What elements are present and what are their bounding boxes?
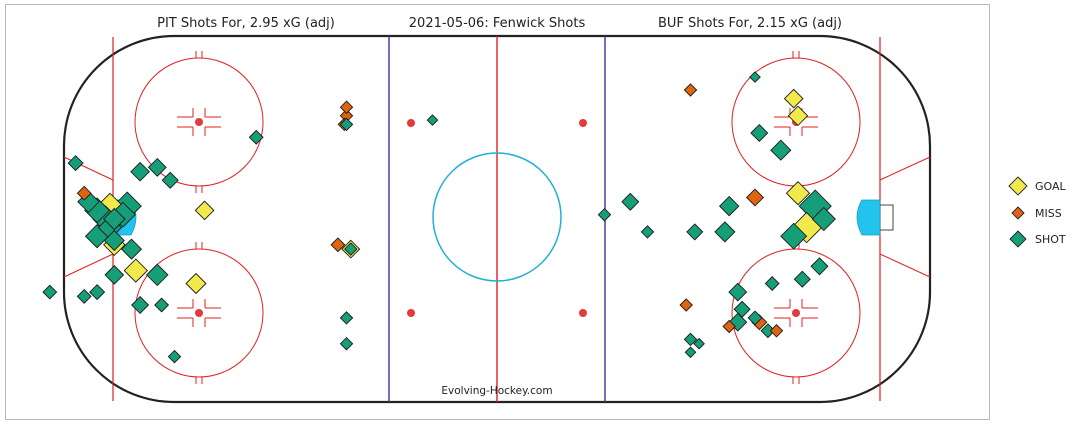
- shot-marker: [693, 337, 705, 350]
- miss-marker: [330, 237, 346, 253]
- right-bottom-faceoff-dot: [792, 309, 800, 317]
- miss-marker: [745, 188, 765, 207]
- shot-marker: [154, 297, 170, 313]
- neutral-faceoff-dot: [579, 309, 587, 317]
- shot-marker: [248, 129, 264, 145]
- right-crease: [856, 199, 881, 236]
- shot-marker: [714, 221, 736, 243]
- shot-marker: [764, 276, 780, 291]
- goal-marker: [185, 272, 207, 295]
- shot-marker: [103, 207, 126, 231]
- shot-marker: [339, 117, 354, 132]
- goal-marker: [785, 181, 811, 206]
- shot-marker: [131, 295, 150, 315]
- neutral-faceoff-dot: [579, 119, 587, 127]
- watermark: Evolving-Hockey.com: [441, 385, 552, 397]
- goal-marker: [783, 88, 804, 109]
- shot-points: [42, 71, 836, 364]
- shot-marker: [770, 139, 792, 161]
- shot-marker: [130, 161, 150, 182]
- right-team-title: BUF Shots For, 2.15 xG (adj): [658, 16, 842, 31]
- shot-marker: [793, 270, 811, 288]
- legend-goal-marker: [1008, 176, 1028, 196]
- shot-marker: [718, 195, 740, 217]
- shot-marker: [426, 114, 439, 126]
- shot-marker: [339, 311, 354, 325]
- left-team-title: PIT Shots For, 2.95 xG (adj): [157, 16, 335, 31]
- shot-marker: [104, 265, 125, 285]
- shot-marker: [161, 171, 179, 189]
- shot-marker: [733, 300, 751, 318]
- miss-marker: [722, 319, 736, 334]
- shot-marker: [167, 349, 182, 364]
- right-bottom-faceoff-circle: [731, 248, 861, 378]
- center-circle: [432, 152, 562, 282]
- shot-marker: [728, 282, 748, 302]
- shot-marker: [103, 229, 125, 252]
- legend-shot-marker: [1009, 230, 1027, 248]
- shot-marker: [640, 225, 655, 239]
- shot-marker: [146, 263, 169, 287]
- miss-marker: [339, 100, 354, 114]
- left-trapezoid-bottom: [63, 253, 114, 278]
- chart-title: 2021-05-06: Fenwick Shots: [409, 16, 586, 31]
- miss-marker: [679, 298, 693, 312]
- shot-marker: [76, 288, 92, 304]
- miss-marker: [76, 185, 92, 201]
- shot-marker: [344, 242, 358, 256]
- shot-marker: [120, 238, 143, 260]
- shot-marker: [147, 157, 167, 177]
- goal-marker: [123, 258, 148, 283]
- shot-marker: [42, 284, 58, 300]
- shot-marker: [750, 123, 769, 143]
- left-bottom-faceoff-dot: [195, 309, 203, 317]
- right-trapezoid-bottom: [879, 253, 931, 278]
- right-trapezoid-top: [879, 156, 931, 181]
- shot-marker: [747, 310, 763, 326]
- neutral-faceoff-dot: [407, 309, 415, 317]
- legend: GOAL MISS SHOT: [1008, 176, 1067, 248]
- goal-marker: [787, 105, 809, 127]
- right-goal-net: [880, 204, 894, 231]
- shot-marker: [749, 71, 761, 83]
- shot-marker: [89, 284, 106, 301]
- left-top-faceoff-circle: [134, 57, 264, 187]
- legend-shot-label: SHOT: [1035, 233, 1066, 246]
- shot-marker: [339, 336, 354, 351]
- shot-marker: [621, 192, 640, 211]
- left-bottom-faceoff-circle: [134, 248, 264, 378]
- shot-marker: [780, 222, 808, 250]
- shot-marker: [683, 332, 698, 347]
- miss-marker: [769, 324, 784, 338]
- legend-goal-label: GOAL: [1035, 180, 1067, 193]
- shot-marker: [810, 257, 829, 276]
- shot-marker: [67, 155, 84, 172]
- legend-miss-marker: [1011, 206, 1025, 220]
- miss-marker: [683, 83, 698, 97]
- shot-marker: [597, 207, 612, 222]
- goal-marker: [194, 200, 215, 221]
- shot-marker: [728, 312, 748, 332]
- shot-marker: [686, 223, 704, 241]
- neutral-faceoff-dot: [407, 119, 415, 127]
- shot-marker: [684, 346, 697, 359]
- legend-miss-label: MISS: [1035, 207, 1062, 220]
- shot-marker: [811, 206, 836, 232]
- left-top-faceoff-dot: [195, 118, 203, 126]
